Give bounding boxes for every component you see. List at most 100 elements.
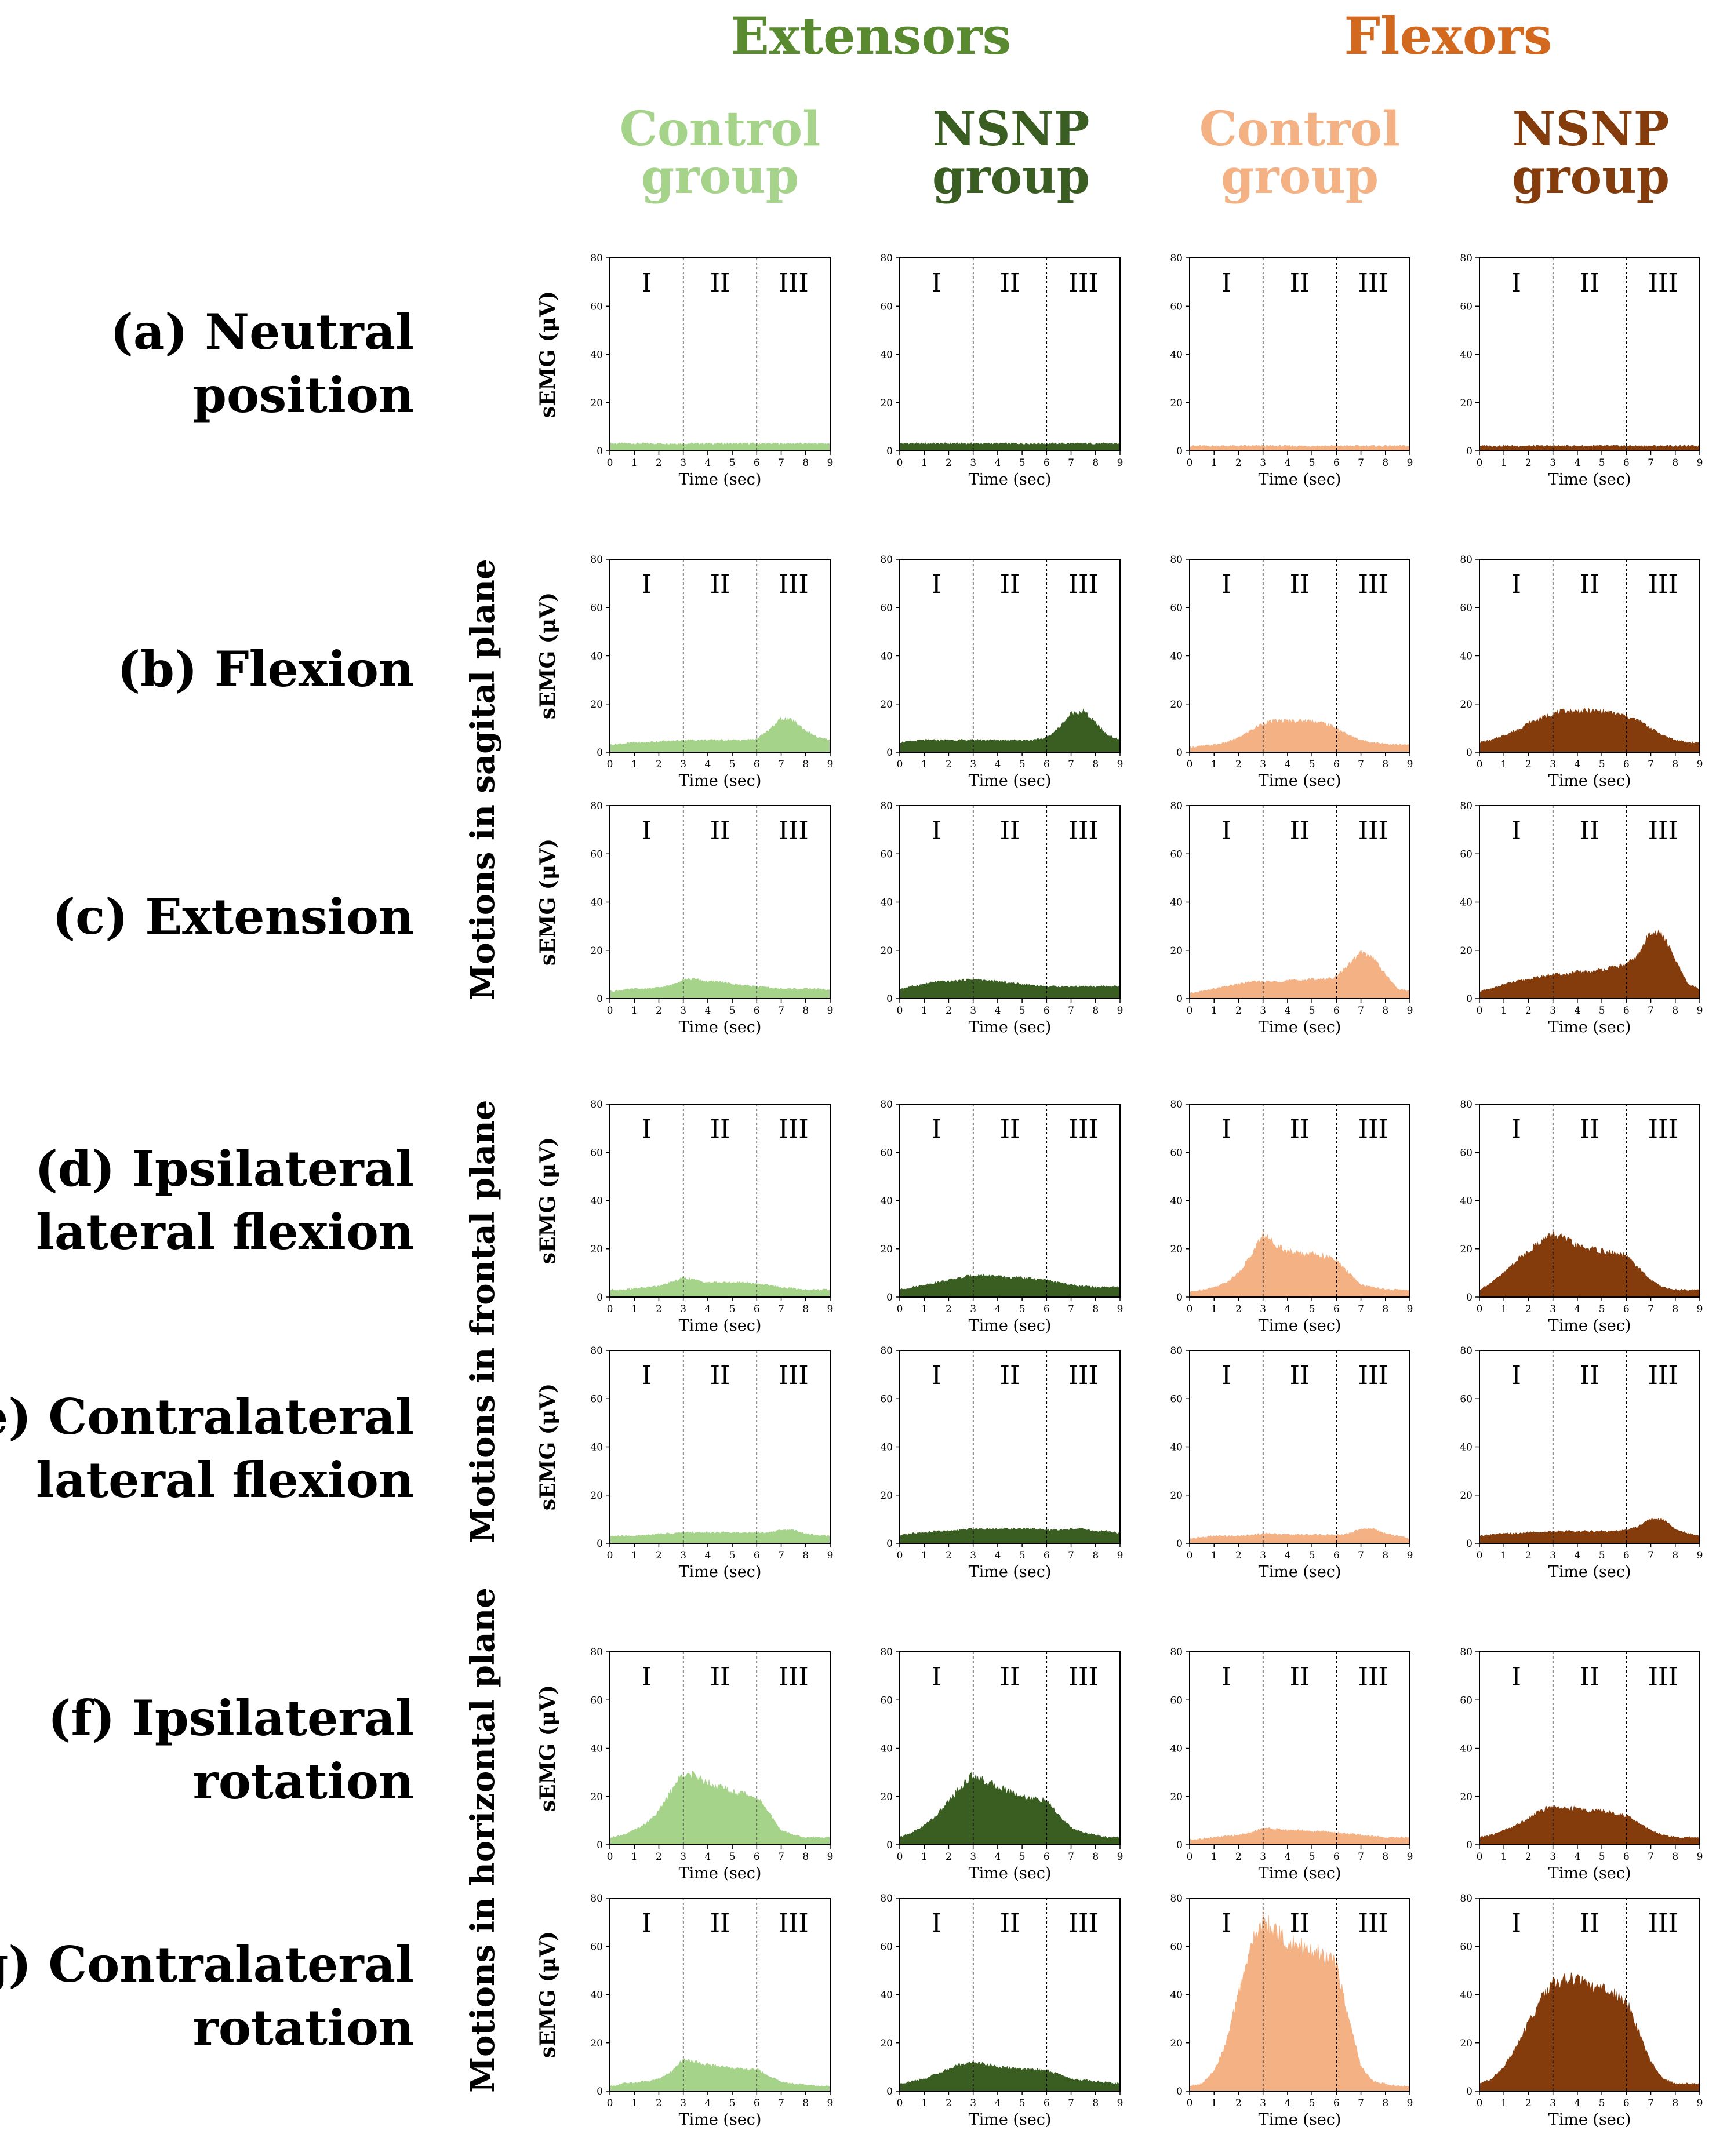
y-tick-label: 0	[1466, 1840, 1473, 1851]
y-tick-label: 80	[590, 1893, 603, 1904]
data-area	[899, 978, 1121, 999]
y-tick-label: 0	[886, 446, 893, 457]
y-tick-label: 40	[1170, 1743, 1183, 1755]
phase-label: I	[932, 1361, 941, 1390]
x-tick-label: 4	[1284, 2097, 1290, 2109]
x-tick-label: 5	[1599, 1550, 1605, 1561]
y-tick-label: 40	[1170, 651, 1183, 662]
x-tick-label: 8	[1092, 2097, 1099, 2109]
y-tick-label: 40	[590, 897, 603, 909]
y-tick-label: 60	[1460, 1941, 1473, 1953]
phase-label: II	[1000, 1909, 1020, 1938]
data-area	[1479, 1517, 1700, 1544]
y-tick-label: 20	[590, 2038, 603, 2049]
phase-label: I	[1221, 816, 1231, 846]
y-tick-label: 80	[590, 1345, 603, 1357]
x-axis-label: Time (sec)	[1548, 2111, 1631, 2129]
x-tick-label: 6	[1333, 1550, 1340, 1561]
y-tick-label: 40	[1460, 349, 1473, 361]
phase-label: II	[1580, 816, 1600, 846]
y-tick-label: 60	[590, 602, 603, 614]
phase-label: III	[1648, 1115, 1678, 1144]
x-tick-label: 0	[1187, 1550, 1193, 1561]
x-tick-label: 3	[970, 1303, 976, 1315]
phase-label: III	[1358, 1115, 1388, 1144]
y-tick-label: 80	[880, 1099, 893, 1110]
phase-label: II	[710, 570, 730, 599]
y-axis-label: sEMG (μV)	[536, 1931, 560, 2058]
x-tick-label: 1	[1501, 2097, 1507, 2109]
x-tick-label: 0	[1477, 1851, 1483, 1863]
x-tick-label: 1	[1501, 1303, 1507, 1315]
x-axis-label: Time (sec)	[969, 2111, 1052, 2129]
x-tick-label: 7	[1648, 2097, 1654, 2109]
y-tick-label: 20	[1460, 945, 1473, 957]
phase-label: III	[1648, 570, 1678, 599]
data-area	[609, 2057, 831, 2092]
y-tick-label: 40	[1170, 1990, 1183, 2001]
y-tick-label: 20	[1460, 699, 1473, 711]
x-tick-label: 7	[1648, 457, 1654, 469]
x-tick-label: 2	[1525, 1550, 1532, 1561]
x-tick-label: 6	[1044, 457, 1050, 469]
group-header-ext-nsnp: NSNP group	[932, 101, 1090, 205]
x-tick-label: 9	[1697, 2097, 1703, 2109]
x-tick-label: 7	[1358, 2097, 1364, 2109]
y-axis-label: sEMG (μV)	[536, 291, 560, 418]
phase-label: I	[642, 1115, 652, 1144]
x-tick-label: 5	[1019, 1550, 1026, 1561]
data-area	[609, 442, 831, 451]
x-tick-label: 6	[1623, 1303, 1630, 1315]
y-tick-label: 60	[590, 1147, 603, 1159]
x-tick-label: 9	[1407, 1303, 1413, 1315]
x-tick-label: 7	[1358, 1303, 1364, 1315]
y-tick-label: 0	[597, 2086, 603, 2097]
y-tick-label: 80	[1170, 253, 1183, 264]
x-tick-label: 9	[827, 1550, 834, 1561]
x-tick-label: 3	[680, 2097, 686, 2109]
y-tick-label: 0	[597, 446, 603, 457]
phase-label: I	[1221, 1361, 1231, 1390]
y-tick-label: 80	[1460, 554, 1473, 566]
row-label-e: (e) Contralateral lateral flexion	[0, 1388, 414, 1509]
x-tick-label: 5	[1309, 1851, 1315, 1863]
phase-label: III	[779, 1909, 809, 1938]
x-tick-label: 8	[1672, 457, 1678, 469]
phase-label: I	[1221, 1662, 1231, 1692]
y-tick-label: 60	[1460, 602, 1473, 614]
x-tick-label: 3	[970, 1550, 976, 1561]
flexors-title: Flexors	[1344, 6, 1553, 66]
y-tick-label: 0	[886, 1538, 893, 1550]
x-tick-label: 5	[1599, 2097, 1605, 2109]
x-tick-label: 1	[1211, 2097, 1217, 2109]
x-tick-label: 8	[1092, 1851, 1099, 1863]
phase-label: I	[1511, 816, 1521, 846]
y-tick-label: 40	[590, 1196, 603, 1207]
phase-label: III	[1068, 1909, 1099, 1938]
y-tick-label: 60	[1170, 301, 1183, 312]
x-tick-label: 4	[704, 1851, 711, 1863]
y-tick-label: 60	[590, 1941, 603, 1953]
x-tick-label: 0	[607, 2097, 613, 2109]
x-tick-label: 9	[1407, 1550, 1413, 1561]
y-axis-label: sEMG (μV)	[536, 592, 560, 719]
x-tick-label: 2	[1235, 457, 1242, 469]
x-tick-label: 6	[1333, 457, 1340, 469]
phase-label: II	[1000, 268, 1020, 298]
x-tick-label: 0	[897, 1851, 903, 1863]
group-header-ext-control: Control group	[619, 101, 821, 205]
x-tick-label: 7	[1648, 1303, 1654, 1315]
x-axis-label: Time (sec)	[969, 1018, 1052, 1036]
y-axis-label: sEMG (μV)	[536, 1383, 560, 1510]
x-tick-label: 3	[1260, 759, 1266, 770]
x-tick-label: 0	[1187, 1005, 1193, 1017]
x-tick-label: 6	[1623, 1550, 1630, 1561]
